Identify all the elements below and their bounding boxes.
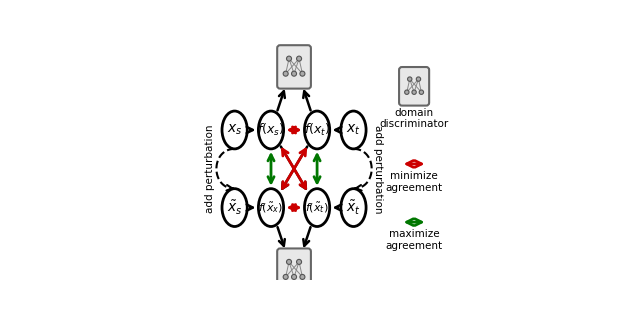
Ellipse shape <box>222 111 247 149</box>
Circle shape <box>412 90 416 94</box>
Text: $f(\tilde{x}_t)$: $f(\tilde{x}_t)$ <box>305 200 329 215</box>
Ellipse shape <box>259 189 284 226</box>
Text: minimize
agreement: minimize agreement <box>385 171 443 193</box>
Circle shape <box>296 259 301 264</box>
Ellipse shape <box>341 111 366 149</box>
Circle shape <box>292 71 296 76</box>
Text: $f(x_t)$: $f(x_t)$ <box>304 122 330 138</box>
Text: add perturbation: add perturbation <box>372 124 383 213</box>
Text: $f(x_s)$: $f(x_s)$ <box>257 122 285 138</box>
Text: $x_s$: $x_s$ <box>227 123 243 137</box>
Circle shape <box>292 274 296 279</box>
FancyBboxPatch shape <box>277 45 311 89</box>
Ellipse shape <box>259 111 284 149</box>
Circle shape <box>283 274 288 279</box>
Circle shape <box>419 90 424 94</box>
Circle shape <box>287 259 292 264</box>
FancyBboxPatch shape <box>277 249 311 292</box>
Circle shape <box>300 274 305 279</box>
Circle shape <box>296 56 301 61</box>
Circle shape <box>408 77 412 81</box>
Text: domain
discriminator: domain discriminator <box>380 107 449 129</box>
Circle shape <box>404 90 409 94</box>
Ellipse shape <box>305 189 330 226</box>
Text: $f(\tilde{x}_x)$: $f(\tilde{x}_x)$ <box>259 200 284 215</box>
Text: maximize
agreement: maximize agreement <box>385 229 443 251</box>
FancyBboxPatch shape <box>399 67 429 106</box>
Text: $\tilde{x}_t$: $\tilde{x}_t$ <box>346 198 361 217</box>
Circle shape <box>416 77 420 81</box>
Circle shape <box>300 71 305 76</box>
Text: $x_t$: $x_t$ <box>346 123 361 137</box>
Circle shape <box>287 56 292 61</box>
Ellipse shape <box>222 189 247 226</box>
Ellipse shape <box>341 189 366 226</box>
Ellipse shape <box>305 111 330 149</box>
Circle shape <box>283 71 288 76</box>
Text: add perturbation: add perturbation <box>205 124 216 213</box>
Text: $\tilde{x}_s$: $\tilde{x}_s$ <box>227 198 243 217</box>
